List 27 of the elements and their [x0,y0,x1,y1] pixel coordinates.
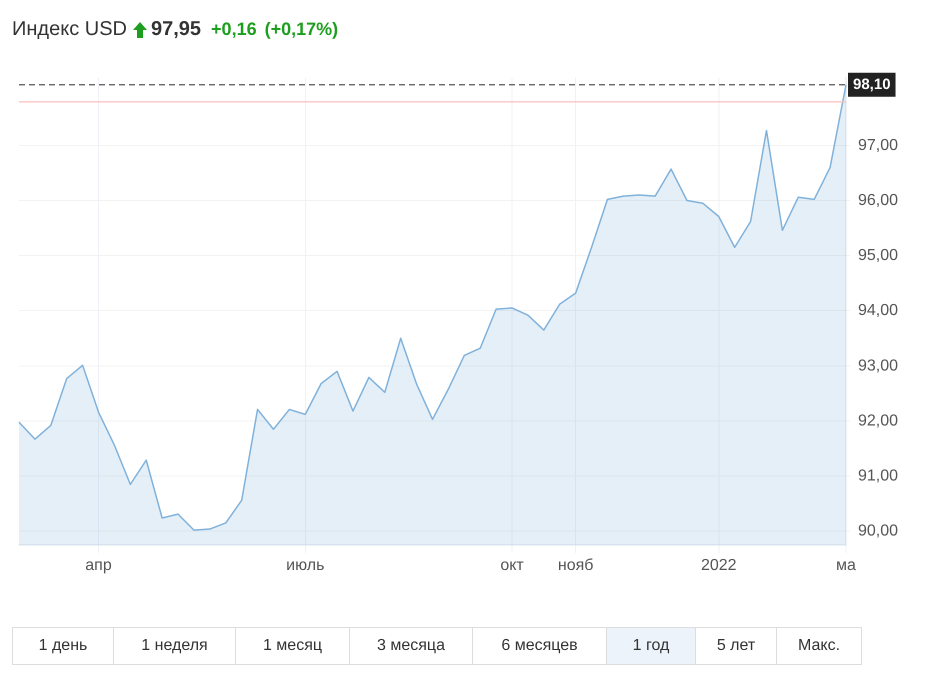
x-tick-label: апр [85,557,112,574]
text: 1 день [38,636,88,656]
y-tick-label: 93,00 [858,357,898,374]
text: 5 лет [695,628,776,664]
x-tick-label: нояб [558,557,594,574]
x-tick-label: ма [836,557,856,574]
y-tick-label: 94,00 [858,302,898,320]
y-tick-label: 96,00 [858,192,898,209]
y-tick-label: 92,00 [858,412,898,430]
text: +0,16 [211,19,257,40]
text: 1 год [606,628,695,664]
x-tick-label: 2022 [700,557,737,574]
y-tick-label: 91,00 [858,468,898,485]
chart-title: Индекс USD [12,18,127,41]
x-tick-label: июль [286,557,324,574]
text: 1 неделя [113,628,235,664]
text: 97,95 [150,18,202,41]
y-tick-label: 97,00 [858,136,898,154]
text: 1 месяц [235,628,349,664]
text: (+0,17%) [264,19,338,40]
text: Макс. [776,628,861,664]
text: 6 месяцев [472,628,606,664]
y-tick-label: 95,00 [858,247,898,264]
text: 3 месяца [349,628,472,664]
ref-line-label: 98,10 [853,76,891,93]
y-tick-label: 90,00 [858,522,898,540]
x-tick-label: окт [500,557,524,574]
